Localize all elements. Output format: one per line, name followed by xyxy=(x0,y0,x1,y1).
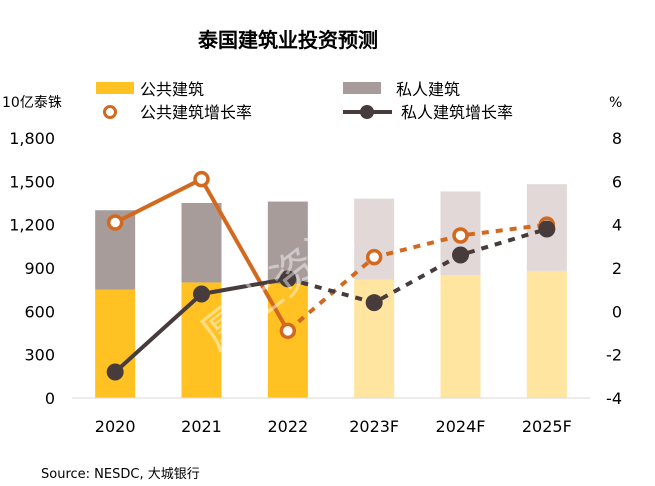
left-tick-label: 1,800 xyxy=(9,129,55,148)
left-tick-label: 300 xyxy=(24,346,55,365)
category-label: 2021 xyxy=(181,417,222,436)
public-growth-point-2022 xyxy=(279,322,297,340)
right-tick-label: 4 xyxy=(612,216,622,235)
category-label: 2024F xyxy=(436,417,486,436)
chart-title: 泰国建筑业投资预测 xyxy=(197,28,378,52)
category-label: 2023F xyxy=(349,417,399,436)
legend-public-bar-label: 公共建筑 xyxy=(140,80,204,99)
private-growth-point-2023F xyxy=(365,294,383,312)
legend-public-line-marker xyxy=(103,105,117,119)
right-tick-label: -2 xyxy=(606,346,622,365)
private-growth-point-2024F xyxy=(452,246,469,264)
private-growth-point-2025F xyxy=(538,220,556,238)
bar-private-2022 xyxy=(267,201,308,284)
right-tick-label: 0 xyxy=(612,302,622,321)
right-tick-label: 2 xyxy=(612,259,622,278)
bar-public-2025F xyxy=(526,270,567,398)
growth-lines xyxy=(106,170,556,381)
public-growth-forecast-line xyxy=(286,222,548,333)
right-tick-label: 6 xyxy=(612,172,622,191)
public-growth-point-2023F xyxy=(365,248,383,266)
private-growth-point-2022 xyxy=(279,270,297,288)
public-growth-point-2020 xyxy=(106,214,124,231)
left-axis-ticks: 0 300 600 900 1,200 1,500 1,800 xyxy=(9,129,55,408)
left-tick-label: 1,200 xyxy=(9,216,55,235)
legend-private-bar-swatch xyxy=(343,82,381,94)
bar-private-2021 xyxy=(181,203,222,283)
category-label: 2025F xyxy=(522,417,572,436)
right-tick-label: -4 xyxy=(606,389,622,408)
legend-private-line-marker xyxy=(360,105,374,119)
public-growth-point-2021 xyxy=(193,170,210,188)
right-axis-ticks: -4 -2 0 2 4 6 8 xyxy=(606,129,622,408)
category-label: 2020 xyxy=(95,417,136,436)
bar-public-2022 xyxy=(267,283,308,398)
legend-public-bar-swatch xyxy=(96,82,134,94)
left-tick-label: 900 xyxy=(24,259,55,278)
bar-private-2023F xyxy=(354,198,395,280)
legend: 公共建筑 私人建筑 公共建筑增长率 私人建筑增长率 xyxy=(96,80,513,122)
right-axis-unit: % xyxy=(609,95,622,111)
left-tick-label: 600 xyxy=(24,302,55,321)
category-labels: 2020 2021 2022 2023F 2024F 2025F xyxy=(95,417,572,436)
legend-private-bar-label: 私人建筑 xyxy=(396,80,460,99)
legend-private-line-label: 私人建筑增长率 xyxy=(401,103,513,122)
legend-public-line-label: 公共建筑增长率 xyxy=(140,103,252,122)
private-growth-forecast-line xyxy=(287,227,548,305)
left-tick-label: 1,500 xyxy=(9,172,55,191)
left-axis-unit: 10亿泰铢 xyxy=(2,95,62,111)
left-tick-label: 0 xyxy=(45,389,55,408)
bar-public-2020 xyxy=(95,289,136,398)
public-growth-point-2024F xyxy=(452,227,469,244)
right-tick-label: 8 xyxy=(612,129,622,148)
source-note: Source: NESDC, 大城银行 xyxy=(41,467,200,482)
category-label: 2022 xyxy=(267,417,308,436)
private-growth-point-2020 xyxy=(106,363,124,381)
private-growth-point-2021 xyxy=(193,285,210,303)
bar-public-2024F xyxy=(440,275,481,398)
